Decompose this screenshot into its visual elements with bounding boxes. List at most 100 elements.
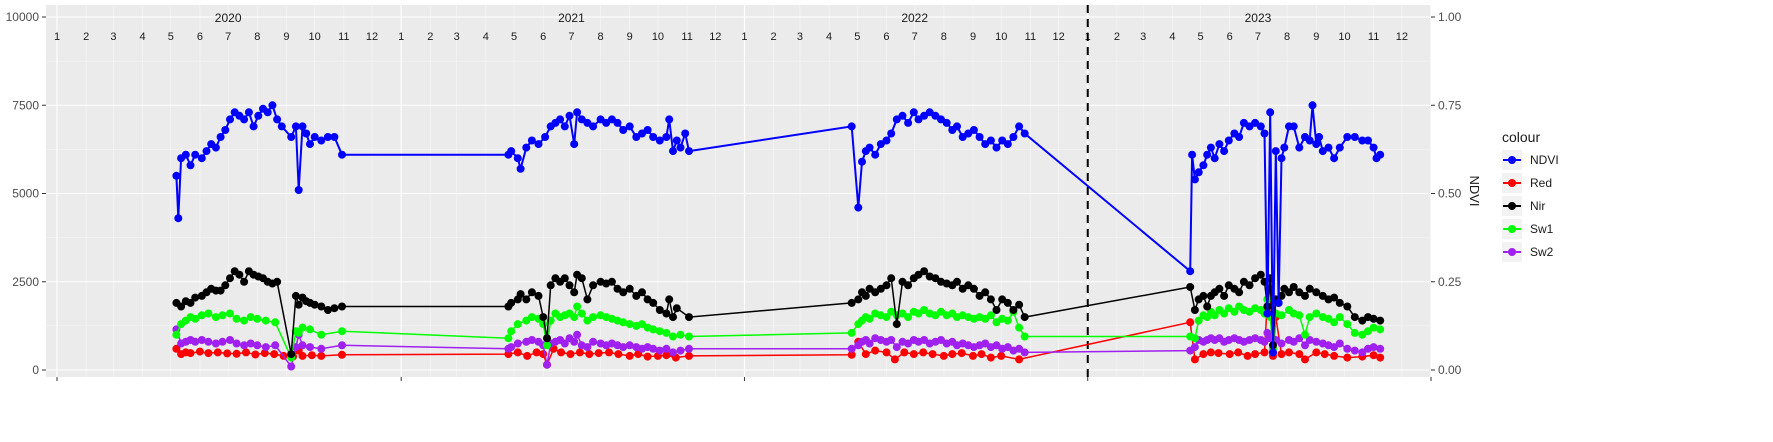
month-label: 5 xyxy=(854,31,860,43)
data-point-nir xyxy=(570,288,579,297)
data-point-red xyxy=(625,351,634,360)
data-point-nir xyxy=(323,306,332,314)
month-label: 5 xyxy=(511,31,517,43)
data-point-nir xyxy=(1343,302,1352,311)
data-point-nir xyxy=(953,277,961,286)
data-point-ndvi xyxy=(172,171,181,180)
data-point-nir xyxy=(672,304,681,313)
legend-label: Red xyxy=(1530,176,1552,190)
data-point-ndvi xyxy=(909,108,918,117)
data-point-sw1 xyxy=(570,313,579,322)
data-point-nir xyxy=(1190,306,1199,314)
data-point-sw1 xyxy=(1376,325,1385,334)
data-point-red xyxy=(1320,350,1329,359)
data-point-ndvi xyxy=(1369,143,1378,152)
data-point-sw1 xyxy=(655,327,664,336)
data-point-nir xyxy=(1335,298,1344,307)
month-label: 11 xyxy=(1025,31,1036,43)
data-point-sw1 xyxy=(1312,309,1321,318)
data-point-ndvi xyxy=(573,108,582,117)
data-point-ndvi xyxy=(1280,143,1289,152)
data-point-nir xyxy=(287,350,296,359)
legend-items: NDVI Red Nir Sw1 Sw2 xyxy=(1502,150,1559,262)
data-point-sw2 xyxy=(847,344,856,353)
data-point-sw1 xyxy=(218,311,227,320)
data-point-sw1 xyxy=(211,313,220,322)
series-line-ndvi xyxy=(175,103,1381,353)
data-point-red xyxy=(172,344,181,353)
data-point-sw2 xyxy=(287,362,296,371)
data-point-red xyxy=(969,351,977,360)
data-point-ndvi xyxy=(942,118,951,127)
data-point-sw2 xyxy=(261,343,270,352)
data-point-red xyxy=(317,351,326,360)
data-point-sw2 xyxy=(892,343,901,352)
data-point-sw1 xyxy=(685,332,693,341)
month-label: 11 xyxy=(1368,31,1379,43)
data-point-ndvi xyxy=(513,154,522,163)
data-point-sw1 xyxy=(513,320,522,329)
data-point-nir xyxy=(1015,300,1024,309)
data-point-ndvi xyxy=(1315,133,1324,141)
data-point-red xyxy=(1285,348,1293,357)
data-point-sw2 xyxy=(1358,348,1367,357)
data-point-nir xyxy=(1020,313,1029,322)
data-point-sw2 xyxy=(887,336,896,344)
data-point-red xyxy=(213,348,222,357)
legend-item-sw2: Sw2 xyxy=(1502,242,1554,262)
data-point-nir xyxy=(969,284,978,293)
data-point-nir xyxy=(1256,270,1265,279)
legend: colour NDVI Red Nir Sw1 Sw2 xyxy=(1502,129,1559,262)
data-point-ndvi xyxy=(317,136,326,145)
data-point-nir xyxy=(625,284,634,293)
data-point-red xyxy=(204,349,213,358)
data-point-ndvi xyxy=(534,140,543,149)
data-point-ndvi xyxy=(298,122,307,131)
data-point-sw2 xyxy=(560,339,569,348)
data-point-ndvi xyxy=(221,126,230,134)
month-label: 12 xyxy=(366,31,378,43)
data-point-ndvi xyxy=(1343,133,1352,141)
month-label: 10 xyxy=(309,31,321,43)
data-point-ndvi xyxy=(516,164,525,173)
data-point-ndvi xyxy=(1186,267,1195,276)
data-point-nir xyxy=(1289,283,1298,291)
data-point-sw1 xyxy=(676,330,685,339)
data-point-sw2 xyxy=(1312,337,1321,346)
data-point-ndvi xyxy=(330,133,339,141)
data-point-sw2 xyxy=(306,343,314,352)
data-point-nir xyxy=(882,281,891,290)
data-point-red xyxy=(532,348,541,357)
data-point-sw1 xyxy=(1194,316,1203,325)
month-label: 8 xyxy=(254,31,260,43)
data-point-ndvi xyxy=(294,186,303,194)
data-point-nir xyxy=(1009,306,1018,314)
data-point-sw1 xyxy=(261,316,270,325)
data-point-sw1 xyxy=(1350,328,1359,337)
data-point-sw2 xyxy=(197,336,206,344)
month-label: 1 xyxy=(398,31,404,43)
data-point-sw2 xyxy=(1330,343,1339,352)
data-point-ndvi xyxy=(1330,154,1339,163)
data-point-ndvi xyxy=(268,101,277,110)
data-point-nir xyxy=(1203,302,1212,311)
data-point-nir xyxy=(854,295,863,304)
data-point-nir xyxy=(330,304,339,313)
data-point-ndvi xyxy=(556,115,565,124)
data-point-ndvi xyxy=(1235,133,1244,141)
data-point-red xyxy=(662,351,671,360)
month-label: 8 xyxy=(1284,31,1290,43)
data-point-ndvi xyxy=(1206,143,1215,152)
data-point-ndvi xyxy=(263,108,272,117)
data-point-nir xyxy=(1220,291,1229,300)
data-point-sw1 xyxy=(1003,316,1012,325)
data-point-ndvi xyxy=(1009,133,1018,141)
data-point-sw2 xyxy=(226,336,234,344)
data-point-nir xyxy=(1330,293,1339,302)
data-point-nir xyxy=(577,274,586,283)
data-point-ndvi xyxy=(1020,129,1029,138)
data-point-red xyxy=(223,349,232,358)
data-point-ndvi xyxy=(202,147,211,156)
data-point-sw1 xyxy=(573,302,582,311)
data-point-ndvi xyxy=(975,133,984,141)
